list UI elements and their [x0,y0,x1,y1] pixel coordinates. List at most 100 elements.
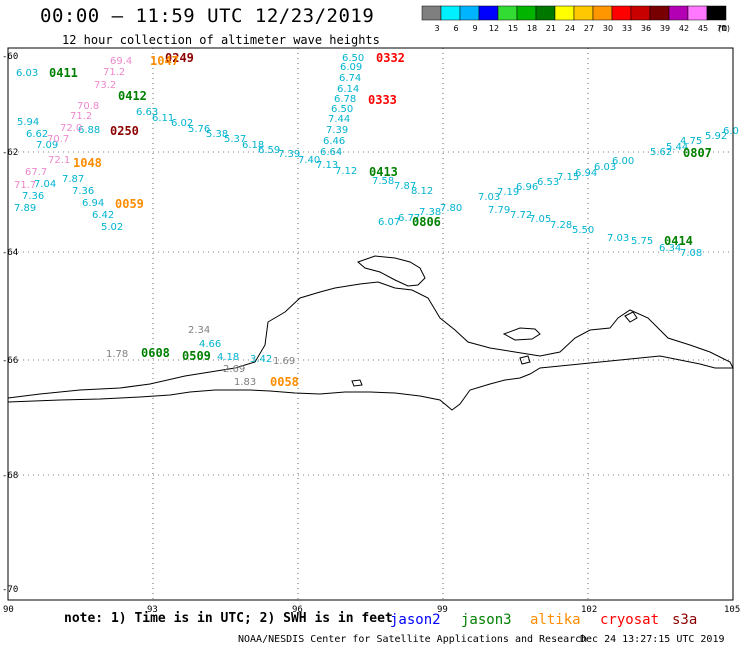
y-tick: -64 [2,248,18,258]
wave-height-value: 6.00 [612,156,634,167]
wave-height-value: 7.12 [335,166,357,177]
small-island [519,355,531,365]
generated-timestamp: Dec 24 13:27:15 UTC 2019 [580,634,725,645]
colorbar-label: 21 [546,24,556,33]
wave-height-value: 6.50 [342,53,364,64]
wave-height-value: 6.09 [340,62,362,73]
wave-height-value: 7.58 [372,176,394,187]
wave-height-value: 6.53 [537,177,559,188]
wave-height-value: 7.09 [36,140,58,151]
legend-altika: altika [530,612,581,628]
wave-height-value: 7.40 [298,155,320,166]
colorbar-unit: (ft) [718,24,730,33]
graticule [8,48,733,600]
antarctic-coast [7,281,734,411]
wave-height-value: 7.39 [278,149,300,160]
x-tick: 102 [581,605,597,615]
wave-height-value: 7.03 [478,192,500,203]
colorbar-swatch [592,5,613,21]
colorbar-swatch [573,5,594,21]
wave-height-value: 5.50 [572,225,594,236]
colorbar-swatch [459,5,480,21]
wave-height-value: 7.87 [62,174,84,185]
wave-height-value: 2.34 [188,325,210,336]
colorbar-swatch [421,5,442,21]
wave-height-value: 7.38 [419,207,441,218]
x-tick-labels: 90 93 96 99 102 105 [3,605,740,615]
legend-s3a: s3a [672,612,698,628]
wave-height-value: 6.77 [398,213,420,224]
wave-height-value: 7.19 [497,187,519,198]
pass-time-label: 1047 [150,54,179,68]
wave-height-value: 5.02 [101,222,123,233]
wave-height-value: 70.7 [47,134,69,145]
colorbar-swatch [706,5,727,21]
wave-height-value: 7.05 [529,214,551,225]
wave-height-value: 6.59 [258,145,280,156]
wave-height-value: 6.63 [136,107,158,118]
pass-time-label: 0249 [165,51,194,65]
wave-height-value: 6.02 [171,118,193,129]
wave-height-value: 6.74 [339,73,361,84]
x-tick: 105 [724,605,740,615]
wave-height-value: 6.14 [337,84,359,95]
colorbar: 3 6 9 12 15 18 21 24 27 30 33 36 39 42 45 70(ft) [421,5,730,33]
wave-height-value: 6.0 [723,126,739,137]
wave-height-value: 7.72 [510,210,532,221]
colorbar-swatch [478,5,499,21]
colorbar-swatch [668,5,689,21]
wave-height-value: 1.69 [273,356,295,367]
x-tick: 96 [292,605,303,615]
wave-height-value: 7.08 [680,248,702,259]
legend-jason3: jason3 [461,612,512,628]
pass-time-label: 0250 [110,124,139,138]
y-tick: -62 [2,148,18,158]
wave-height-value: 1.83 [234,377,256,388]
pass-time-label: 0059 [115,197,144,211]
wave-height-value: 7.80 [440,203,462,214]
wave-height-value: 6.78 [334,94,356,105]
map-subtitle: 12 hour collection of altimeter wave hei… [62,33,380,47]
wave-height-value: 6.42 [92,210,114,221]
colorbar-swatch [440,5,461,21]
y-tick: -70 [2,585,18,595]
wave-height-value: 7.89 [14,203,36,214]
wave-height-value: 5.92 [705,131,727,142]
colorbar-swatch [535,5,556,21]
colorbar-label: 3 [434,24,439,33]
wave-height-value: 6.07 [378,217,400,228]
colorbar-label: 12 [489,24,499,33]
pass-time-labels: 0249 0332 0333 0411 0412 0250 1048 0059 0413 0806… [49,51,712,389]
pass-time-label: 0414 [664,234,693,248]
wave-height-value: 5.76 [188,124,210,135]
credit-line: NOAA/NESDIS Center for Satellite Applica… [238,634,588,645]
wave-height-value: 6.11 [152,113,174,124]
small-island [624,311,638,323]
pass-time-label: 0608 [141,346,170,360]
wave-height-value: 5.38 [206,129,228,140]
wave-height-values: 6.035.946.627.097.047.367.897.877.366.94… [14,53,739,388]
pass-time-label: 0058 [270,375,299,389]
colorbar-label: 18 [527,24,537,33]
y-tick: -68 [2,471,18,481]
colorbar-swatch [497,5,518,21]
colorbar-label: 9 [472,24,477,33]
wave-height-value: 7.36 [72,186,94,197]
wave-height-value: 67.7 [25,167,47,178]
colorbar-label: 45 [698,24,708,33]
colorbar-label: 33 [622,24,632,33]
wave-height-value: 8.12 [411,186,433,197]
coastline [7,255,734,411]
pass-time-label: 0509 [182,349,211,363]
wave-height-value: 6.03 [594,162,616,173]
wave-height-value: 7.04 [34,179,56,190]
legend-cryosat: cryosat [600,612,660,628]
colorbar-swatch [649,5,670,21]
colorbar-label: 24 [565,24,575,33]
wave-height-value: 4.75 [680,136,702,147]
wave-height-value: 7.03 [607,233,629,244]
wave-height-value: 73.2 [94,80,116,91]
wave-height-value: 1.78 [106,349,128,360]
wave-height-value: 6.50 [331,104,353,115]
